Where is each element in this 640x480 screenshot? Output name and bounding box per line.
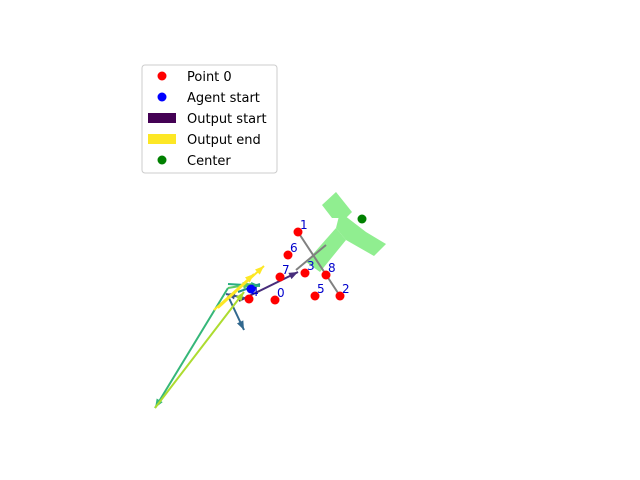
- point-label-3: 3: [307, 259, 315, 273]
- points-layer: 0 1 2 3 4 5 67 8: [244, 214, 367, 305]
- point-marker-1: [293, 227, 303, 237]
- output-arrowhead-8: [254, 266, 264, 275]
- point-label-4: 4: [251, 285, 259, 299]
- point-label-5: 5: [317, 282, 325, 296]
- point-marker-8: [321, 270, 331, 280]
- output-arrowhead-9: [244, 274, 254, 283]
- point-marker-3: [300, 268, 310, 278]
- output-arrowhead-0: [288, 272, 298, 280]
- point-marker-7: [275, 272, 285, 282]
- legend-marker-center: [157, 155, 167, 165]
- legend-label-agent-start: Agent start: [187, 91, 260, 106]
- point-marker-0: [270, 295, 280, 305]
- point-label-0: 0: [277, 286, 285, 300]
- point-marker-4: [244, 294, 254, 304]
- legend-marker-point0: [157, 71, 167, 81]
- point-label-6: 6: [290, 241, 298, 255]
- output-arrowhead-2: [237, 320, 244, 330]
- target-shape-part-1: [336, 212, 386, 256]
- legend-label-point0: Point 0: [187, 70, 232, 85]
- center-marker: [357, 214, 367, 224]
- legend-marker-agent-start: [157, 92, 167, 102]
- point-marker-2: [335, 291, 345, 301]
- legend: Point 0 Agent start Output start Output …: [141, 64, 278, 174]
- legend-label-center: Center: [187, 154, 231, 169]
- legend-marker-output-start: [148, 113, 176, 123]
- agent-start-marker: [246, 284, 256, 294]
- target-shape: [306, 192, 386, 272]
- output-arrow-7: [154, 291, 245, 409]
- point-label-8: 8: [328, 261, 336, 275]
- reference-paths: [295, 231, 341, 297]
- output-arrowhead-7: [235, 292, 244, 302]
- point-label-7: 7: [282, 263, 290, 277]
- point-marker-6: [283, 250, 293, 260]
- point-label-2: 2: [342, 282, 350, 296]
- point-label-1: 1: [300, 218, 308, 232]
- legend-marker-output-end: [148, 134, 176, 144]
- legend-label-output-end: Output end: [187, 133, 261, 148]
- legend-label-output-start: Output start: [187, 112, 267, 127]
- target-shape-part-0: [322, 192, 352, 218]
- gray-path-0: [297, 231, 341, 297]
- legend-frame: [141, 64, 278, 174]
- gray-path-1: [295, 244, 327, 271]
- point-marker-5: [310, 291, 320, 301]
